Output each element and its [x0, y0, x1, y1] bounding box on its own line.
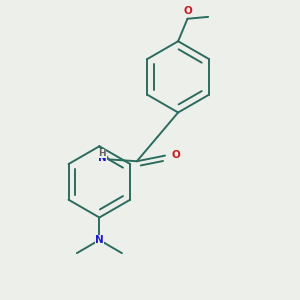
Text: O: O	[183, 6, 192, 16]
Text: H: H	[98, 149, 106, 158]
Text: O: O	[172, 149, 181, 160]
Text: N: N	[98, 152, 107, 163]
Text: N: N	[95, 235, 104, 245]
